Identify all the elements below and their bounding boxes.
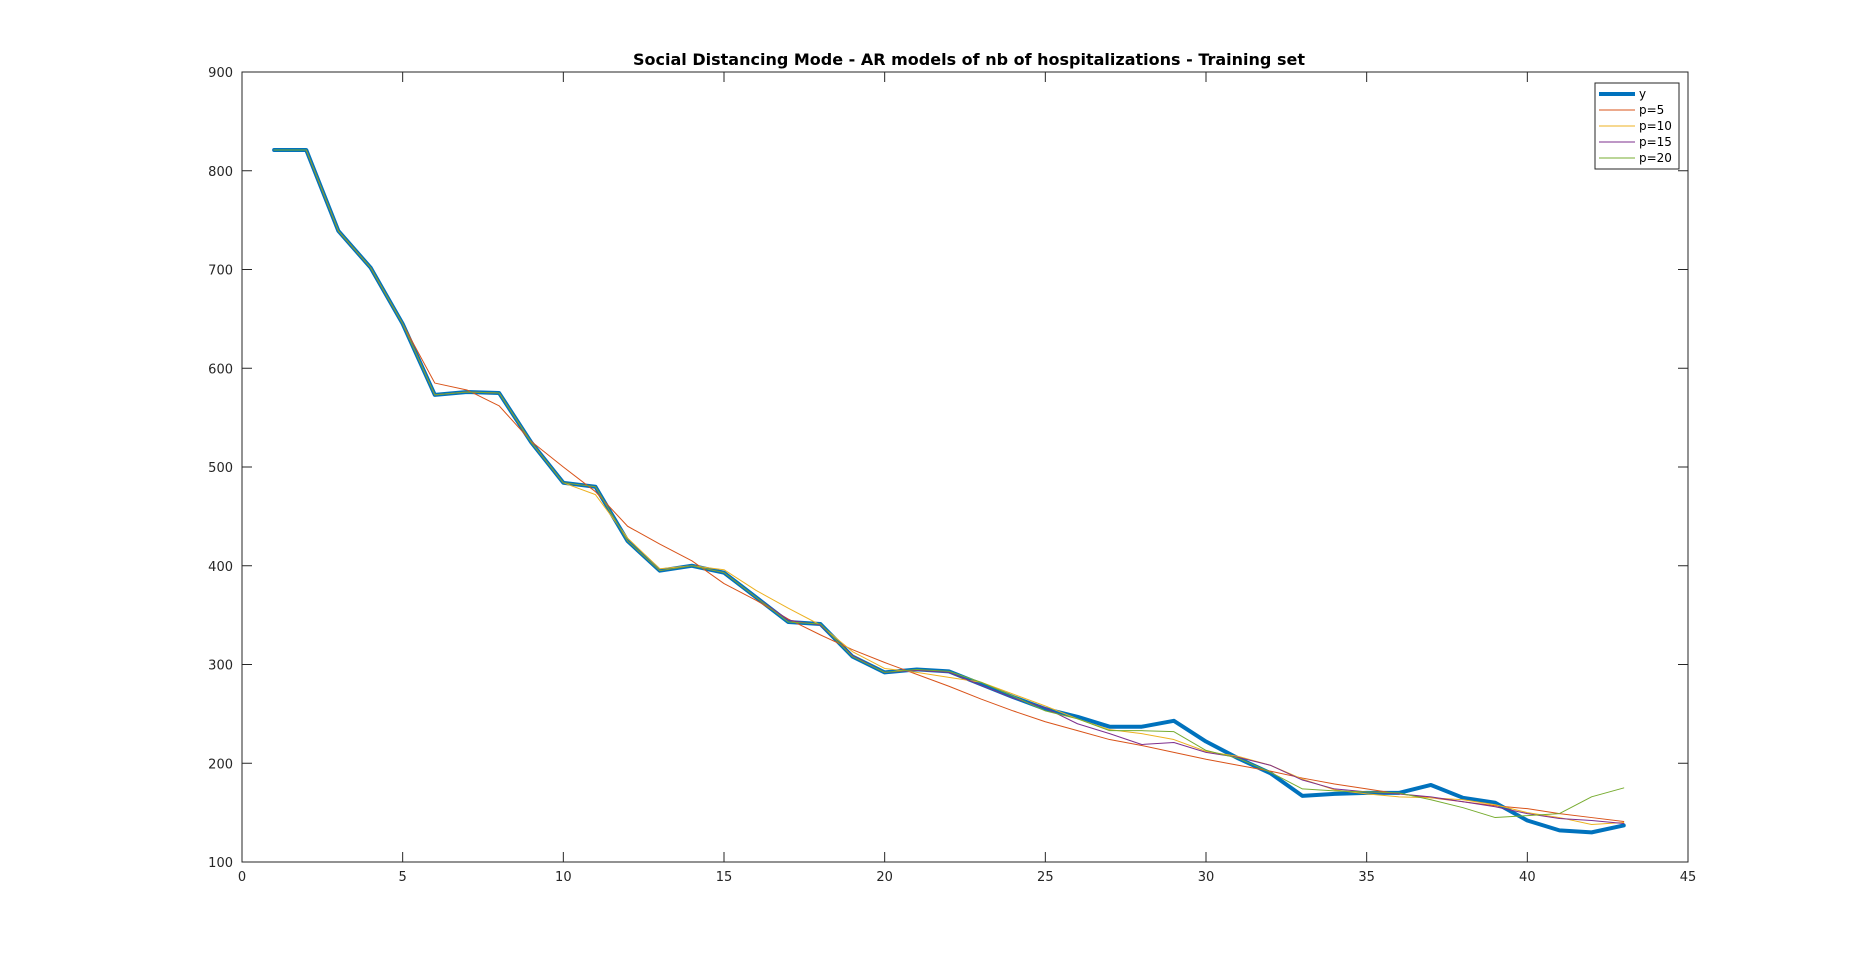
plot-area bbox=[241, 71, 1689, 863]
y-tick-label: 100 bbox=[208, 856, 233, 871]
legend-label: p=20 bbox=[1639, 151, 1672, 165]
x-tick-label: 30 bbox=[1198, 870, 1215, 885]
x-tick-label: 20 bbox=[876, 870, 893, 885]
y-tick-label: 300 bbox=[208, 659, 233, 674]
series-line-p20 bbox=[273, 149, 1625, 819]
legend-label: p=15 bbox=[1639, 135, 1672, 149]
x-tick-label: 40 bbox=[1519, 870, 1536, 885]
x-tick-label: 15 bbox=[716, 870, 733, 885]
y-tick-label: 700 bbox=[208, 264, 233, 279]
legend-label: p=5 bbox=[1639, 103, 1664, 117]
legend: y p=5 p=10 p=15 p=20 bbox=[1594, 82, 1680, 170]
legend-label: p=10 bbox=[1639, 119, 1672, 133]
x-tick-label: 25 bbox=[1037, 870, 1054, 885]
y-tick-label: 900 bbox=[208, 66, 233, 81]
x-tick-label: 10 bbox=[555, 870, 572, 885]
legend-label: y bbox=[1639, 87, 1646, 101]
x-tick-label: 5 bbox=[399, 870, 407, 885]
y-tick-label: 800 bbox=[208, 165, 233, 180]
x-tick-label: 35 bbox=[1358, 870, 1375, 885]
axis-ticks: 0 5 10 15 20 25 30 35 40 45 100 200 300 400 500 600 700 8… bbox=[208, 66, 1696, 885]
y-tick-label: 600 bbox=[208, 362, 233, 377]
x-tick-label: 0 bbox=[238, 870, 246, 885]
x-tick-label: 45 bbox=[1680, 870, 1697, 885]
y-tick-label: 200 bbox=[208, 757, 233, 772]
y-tick-label: 500 bbox=[208, 461, 233, 476]
series-lines bbox=[272, 148, 1626, 835]
y-tick-label: 400 bbox=[208, 560, 233, 575]
chart-title: Social Distancing Mode - AR models of nb… bbox=[633, 50, 1305, 69]
